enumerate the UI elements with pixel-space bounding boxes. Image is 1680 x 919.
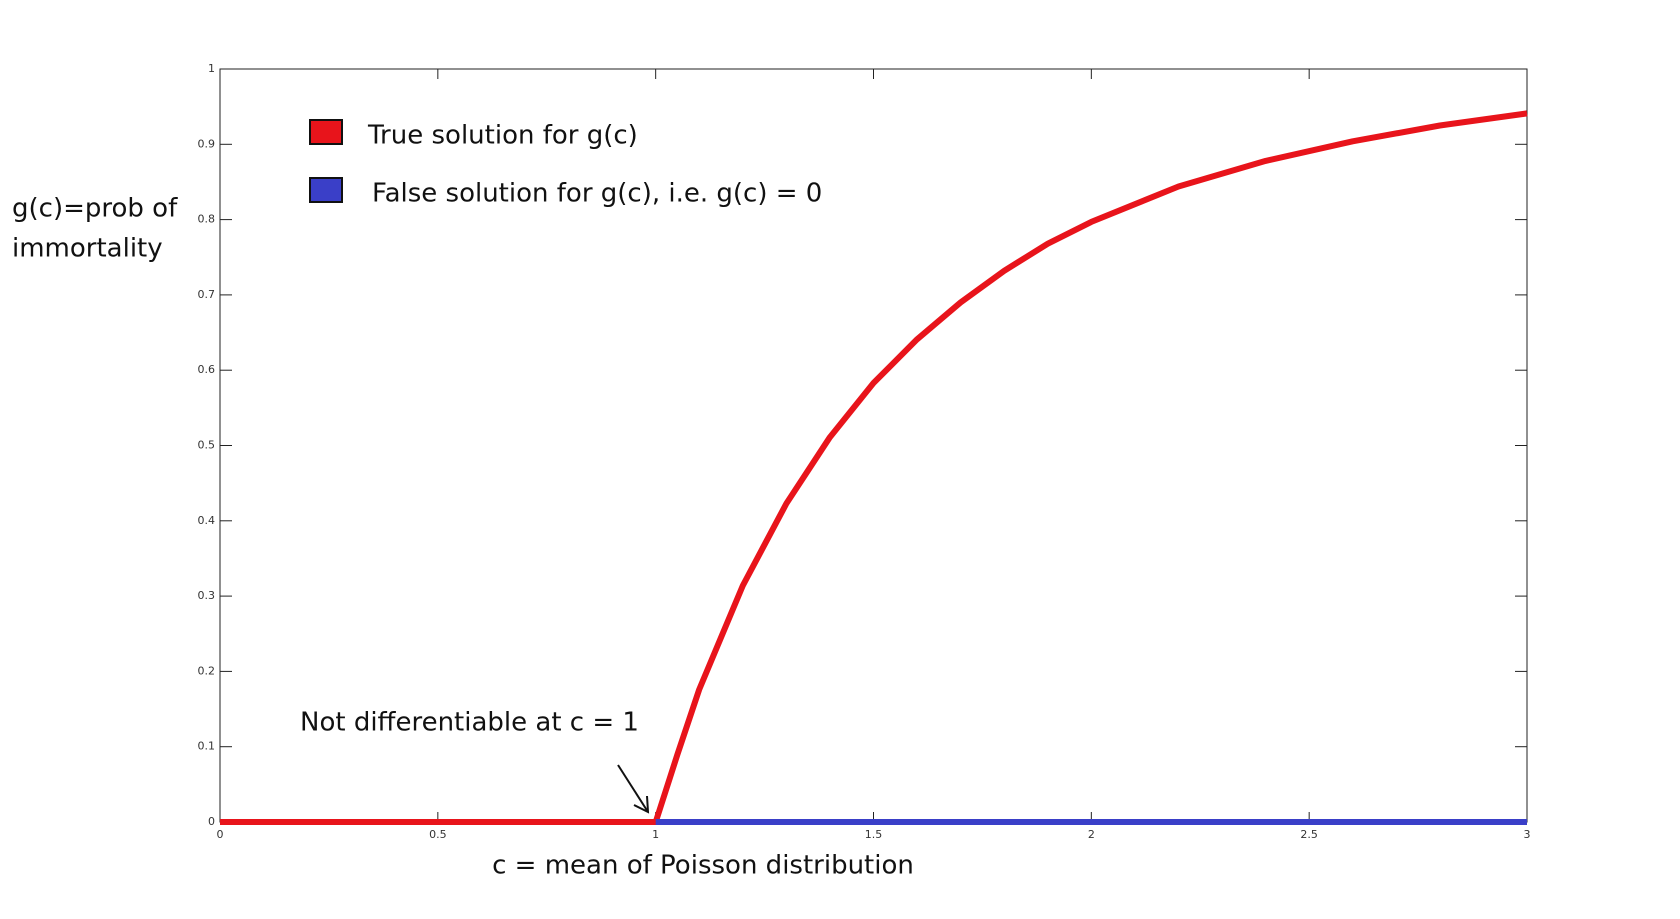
x-tick-label: 1.5 <box>865 828 883 841</box>
x-axis-label: c = mean of Poisson distribution <box>492 851 914 881</box>
x-tick-label: 0 <box>217 828 224 841</box>
y-tick-label: 0.1 <box>198 740 216 753</box>
y-tick-label: 0 <box>208 815 215 828</box>
y-tick-label: 1 <box>208 62 215 75</box>
legend-label: False solution for g(c), i.e. g(c) = 0 <box>372 179 822 209</box>
y-tick-label: 0.3 <box>198 589 216 602</box>
y-tick-label: 0.9 <box>198 137 216 150</box>
annotation-arrow <box>617 764 650 814</box>
y-axis-label: immortality <box>12 234 163 264</box>
legend-swatch <box>309 119 343 145</box>
x-tick-label: 0.5 <box>429 828 447 841</box>
legend-label: True solution for g(c) <box>367 121 638 151</box>
x-tick-label: 3 <box>1524 828 1531 841</box>
x-tick-label: 2 <box>1088 828 1095 841</box>
y-tick-label: 0.5 <box>198 439 216 452</box>
series-line <box>220 110 1528 825</box>
y-tick-label: 0.4 <box>198 514 216 527</box>
y-axis-label: g(c)=prob of <box>12 194 178 224</box>
annotation: Not differentiable at c = 1 <box>300 708 639 738</box>
y-tick-label: 0.2 <box>198 664 216 677</box>
x-tick-label: 2.5 <box>1300 828 1318 841</box>
y-tick-label: 0.7 <box>198 288 216 301</box>
y-tick-label: 0.8 <box>198 213 216 226</box>
legend-swatch <box>309 177 343 203</box>
y-tick-label: 0.6 <box>198 363 216 376</box>
x-tick-label: 1 <box>652 828 659 841</box>
